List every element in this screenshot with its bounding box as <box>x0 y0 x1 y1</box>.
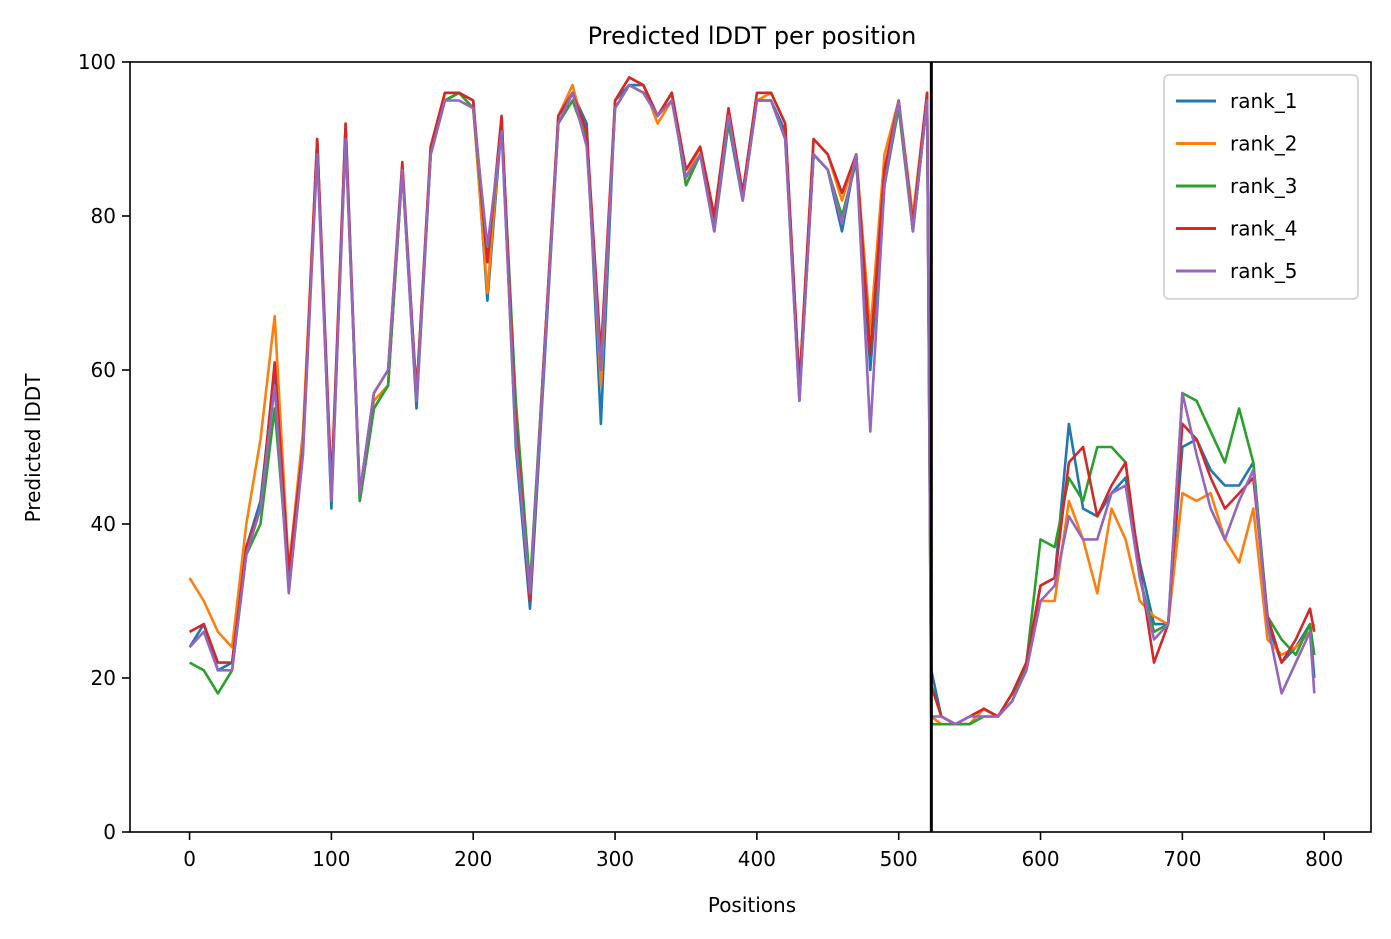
y-axis: 0 20 40 60 80 100 <box>78 50 130 844</box>
chart-title: Predicted lDDT per position <box>588 22 917 50</box>
y-tick-label: 100 <box>78 50 116 74</box>
legend-label-rank-2: rank_2 <box>1230 132 1297 156</box>
plot-frame <box>129 61 1372 833</box>
legend-frame <box>1163 74 1359 300</box>
y-tick-label: 40 <box>91 512 116 536</box>
series-line-rank-5 <box>188 83 1316 726</box>
legend-label-rank-1: rank_1 <box>1230 89 1297 113</box>
y-tick-label: 80 <box>91 204 116 228</box>
x-tick-label: 600 <box>1021 847 1059 871</box>
y-tick-label: 60 <box>91 358 116 382</box>
series-line-rank-4 <box>188 76 1316 726</box>
x-axis-label: Positions <box>708 893 796 917</box>
legend-label-rank-3: rank_3 <box>1230 174 1297 198</box>
y-tick-label: 20 <box>91 666 116 690</box>
x-tick-label: 400 <box>738 847 776 871</box>
x-tick-label: 200 <box>454 847 492 871</box>
y-axis-label: Predicted lDDT <box>21 373 45 523</box>
series-line-rank-3 <box>188 83 1316 726</box>
x-tick-label: 0 <box>183 847 196 871</box>
legend-label-rank-4: rank_4 <box>1230 217 1297 241</box>
x-tick-label: 300 <box>596 847 634 871</box>
legend: rank_1 rank_2 rank_3 rank_4 rank_5 <box>1163 74 1359 300</box>
x-tick-label: 700 <box>1163 847 1201 871</box>
series-line-rank-1 <box>188 83 1316 726</box>
x-axis: 0 100 200 300 400 500 600 700 800 <box>183 832 1343 871</box>
x-tick-label: 800 <box>1305 847 1343 871</box>
legend-label-rank-5: rank_5 <box>1230 259 1297 283</box>
x-tick-label: 100 <box>312 847 350 871</box>
y-tick-label: 0 <box>103 820 116 844</box>
plot-area <box>129 61 1372 833</box>
series-line-rank-2 <box>188 76 1316 726</box>
x-tick-label: 500 <box>880 847 918 871</box>
